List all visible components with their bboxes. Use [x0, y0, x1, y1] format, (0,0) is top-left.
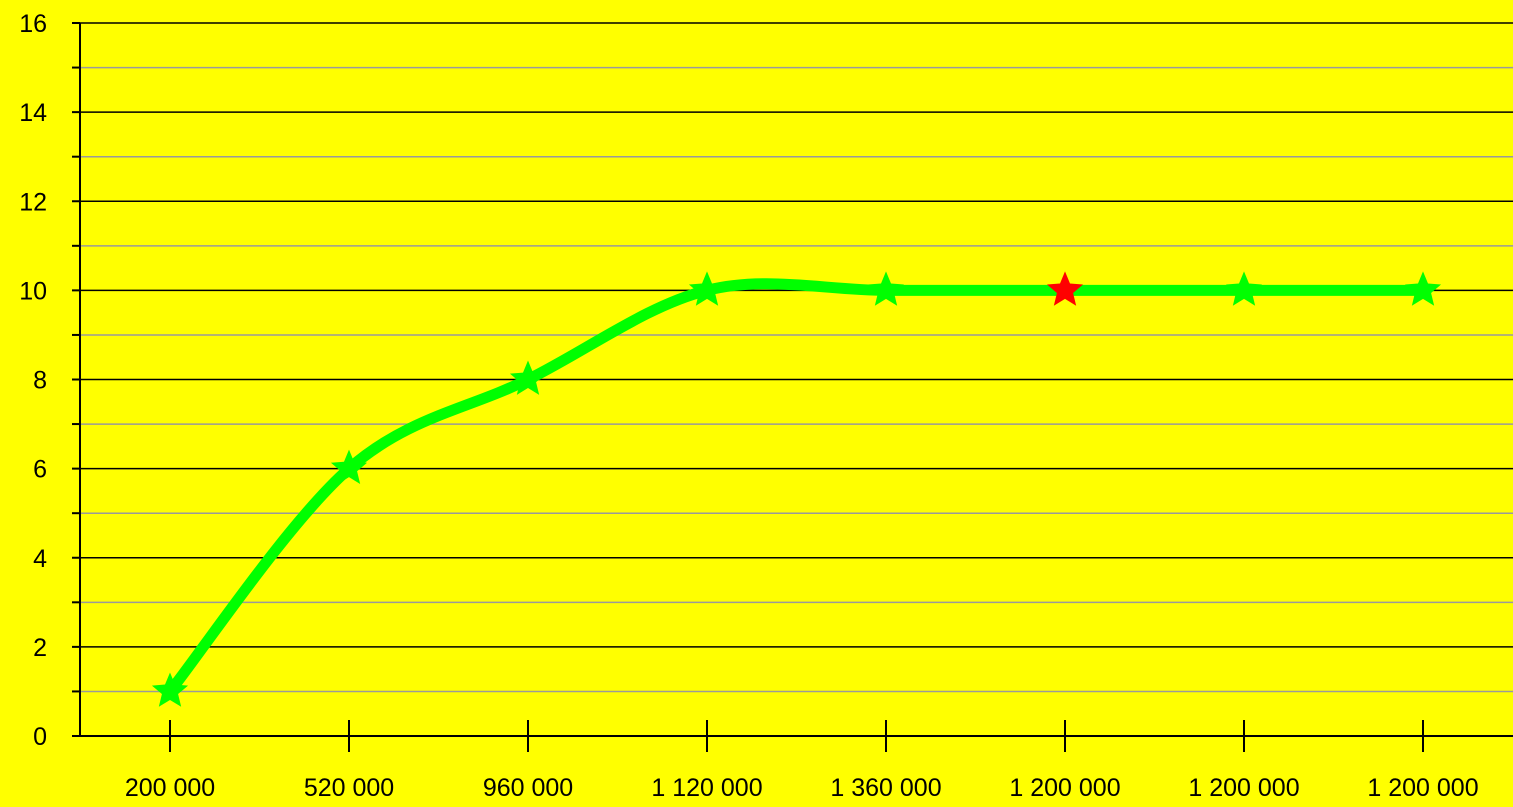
y-tick-label: 0	[33, 723, 47, 751]
y-tick-label: 10	[19, 277, 47, 305]
x-tick-label: 1 200 000	[1009, 774, 1120, 802]
y-tick-label: 4	[33, 545, 47, 573]
star-marker	[1404, 271, 1442, 306]
data-markers	[151, 271, 1442, 707]
y-tick-label: 14	[19, 99, 47, 127]
x-axis-tick-labels: 200 000 520 000 960 000 1 120 000 1 360 000 1…	[125, 774, 1479, 802]
x-tick-label: 1 120 000	[651, 774, 762, 802]
y-tick-label: 16	[19, 10, 47, 38]
star-marker	[688, 271, 726, 306]
x-tick-label: 200 000	[125, 774, 215, 802]
highlight-star-marker	[1046, 271, 1084, 306]
x-tick-label: 960 000	[483, 774, 573, 802]
axes	[72, 22, 1513, 752]
star-marker	[151, 672, 189, 707]
y-tick-label: 12	[19, 188, 47, 216]
y-tick-label: 6	[33, 456, 47, 484]
y-axis-tick-labels: 0 2 4 6 8 10 12 14 16	[19, 10, 47, 751]
x-tick-label: 1 360 000	[830, 774, 941, 802]
x-tick-label: 1 200 000	[1188, 774, 1299, 802]
star-marker	[509, 360, 547, 395]
star-marker	[1225, 271, 1263, 306]
gridlines	[80, 22, 1513, 693]
x-tick-label: 1 200 000	[1367, 774, 1478, 802]
y-tick-label: 8	[33, 367, 47, 395]
star-marker	[330, 449, 368, 484]
y-tick-label: 2	[33, 634, 47, 662]
star-marker	[867, 271, 905, 306]
x-tick-label: 520 000	[304, 774, 394, 802]
